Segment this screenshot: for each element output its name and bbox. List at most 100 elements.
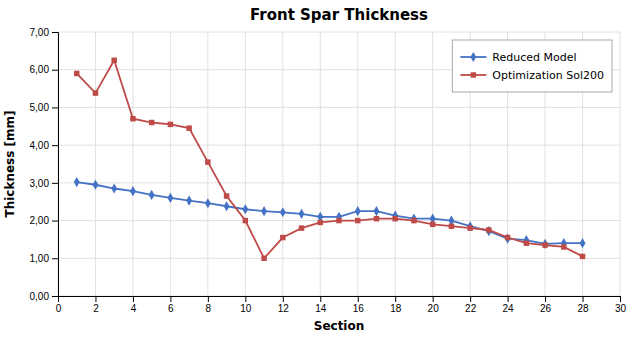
x-tick-mark (470, 296, 471, 302)
x-tick-mark (620, 296, 621, 302)
y-axis: 0,001,002,003,004,005,006,007,00 (30, 27, 59, 302)
series-point (93, 180, 99, 190)
series-point (205, 159, 210, 164)
x-tick-mark (95, 296, 96, 302)
x-tick-mark (208, 296, 209, 302)
series-point (318, 220, 323, 225)
series-point (261, 206, 267, 216)
series-point (505, 234, 511, 244)
series-point (186, 195, 192, 205)
series-point (524, 240, 529, 245)
plot-area: 0246810121416182022242628300,001,002,003… (30, 27, 627, 314)
y-tick: 1,00 (30, 253, 58, 264)
grid-line-x (132, 32, 133, 296)
y-tick-label: 2,00 (30, 215, 50, 226)
grid-line-y (58, 32, 620, 33)
y-tick-label: 1,00 (30, 253, 50, 264)
grid (58, 32, 620, 296)
grid-line-x (282, 32, 283, 296)
y-tick-label: 6,00 (30, 64, 50, 75)
y-axis-line (52, 33, 59, 297)
x-tick-label: 24 (503, 303, 515, 314)
series-point (93, 90, 98, 95)
series-point (486, 226, 492, 236)
y-tick-label: 0,00 (30, 291, 50, 302)
series-point (523, 235, 529, 245)
x-tick-mark (245, 296, 246, 302)
x-tick: 4 (131, 296, 137, 314)
x-tick: 18 (390, 296, 402, 314)
x-tick-label: 22 (465, 303, 477, 314)
y-tick-mark (52, 183, 58, 184)
y-tick: 2,00 (30, 215, 58, 226)
x-tick: 0 (56, 296, 62, 314)
grid-line-x (395, 32, 396, 296)
series-point (299, 209, 305, 219)
series-point (449, 223, 454, 228)
series-point (542, 242, 547, 247)
y-tick-label: 5,00 (30, 102, 50, 113)
x-axis-title: Section (314, 319, 365, 333)
chart: 0246810121416182022242628300,001,002,003… (0, 0, 636, 338)
series-point (280, 235, 285, 240)
title: Front Spar Thickness (250, 6, 428, 24)
x-tick: 6 (168, 296, 174, 314)
y-tick: 4,00 (30, 140, 58, 151)
series-point (505, 235, 510, 240)
series-point (280, 207, 286, 217)
series-point (261, 256, 266, 261)
x-tick: 12 (278, 296, 290, 314)
series-point (149, 120, 154, 125)
x-tick-mark (545, 296, 546, 302)
x-tick: 22 (465, 296, 477, 314)
grid-line-x (432, 32, 433, 296)
series-point (168, 122, 173, 127)
series-point (224, 201, 230, 211)
legend: Reduced Model Optimization Sol200 (452, 40, 612, 92)
y-tick-mark (52, 296, 58, 297)
y-tick: 7,00 (30, 27, 58, 38)
series-point (542, 239, 548, 249)
series-point (561, 244, 566, 249)
series-point (392, 211, 398, 221)
legend-box (452, 40, 612, 92)
series-point (130, 186, 136, 196)
grid-line-y (58, 182, 620, 183)
x-tick-label: 2 (93, 303, 99, 314)
series-point (242, 204, 248, 214)
x-tick-label: 10 (240, 303, 252, 314)
series-point (355, 218, 360, 223)
x-tick-label: 0 (56, 303, 62, 314)
x-tick: 10 (240, 296, 252, 314)
x-tick-label: 26 (540, 303, 552, 314)
x-tick: 14 (315, 296, 327, 314)
y-tick: 0,00 (30, 291, 58, 302)
legend-marker (470, 52, 476, 62)
series-point (467, 225, 472, 230)
x-tick-label: 28 (577, 303, 589, 314)
x-tick-mark (508, 296, 509, 302)
x-tick-label: 20 (428, 303, 440, 314)
series-point (355, 206, 361, 216)
series-point (430, 222, 435, 227)
x-tick-label: 8 (206, 303, 212, 314)
series-point (580, 238, 586, 248)
legend-marker (471, 72, 476, 77)
series-point (111, 58, 116, 63)
series-point (580, 254, 585, 259)
series-point (411, 218, 416, 223)
series-point (243, 218, 248, 223)
y-tick-label: 4,00 (30, 140, 50, 151)
series-point (392, 216, 397, 221)
legend-label: Reduced Model (492, 51, 576, 64)
x-tick: 2 (93, 296, 99, 314)
y-tick: 6,00 (30, 64, 58, 75)
grid-line-x (245, 32, 246, 296)
y-tick: 5,00 (30, 102, 58, 113)
x-tick-mark (583, 296, 584, 302)
legend-label: Optimization Sol200 (492, 69, 604, 82)
x-tick-label: 4 (131, 303, 137, 314)
x-axis: 024681012141618202224262830 (56, 296, 627, 314)
y-tick-mark (52, 107, 58, 108)
y-tick-mark (52, 70, 58, 71)
